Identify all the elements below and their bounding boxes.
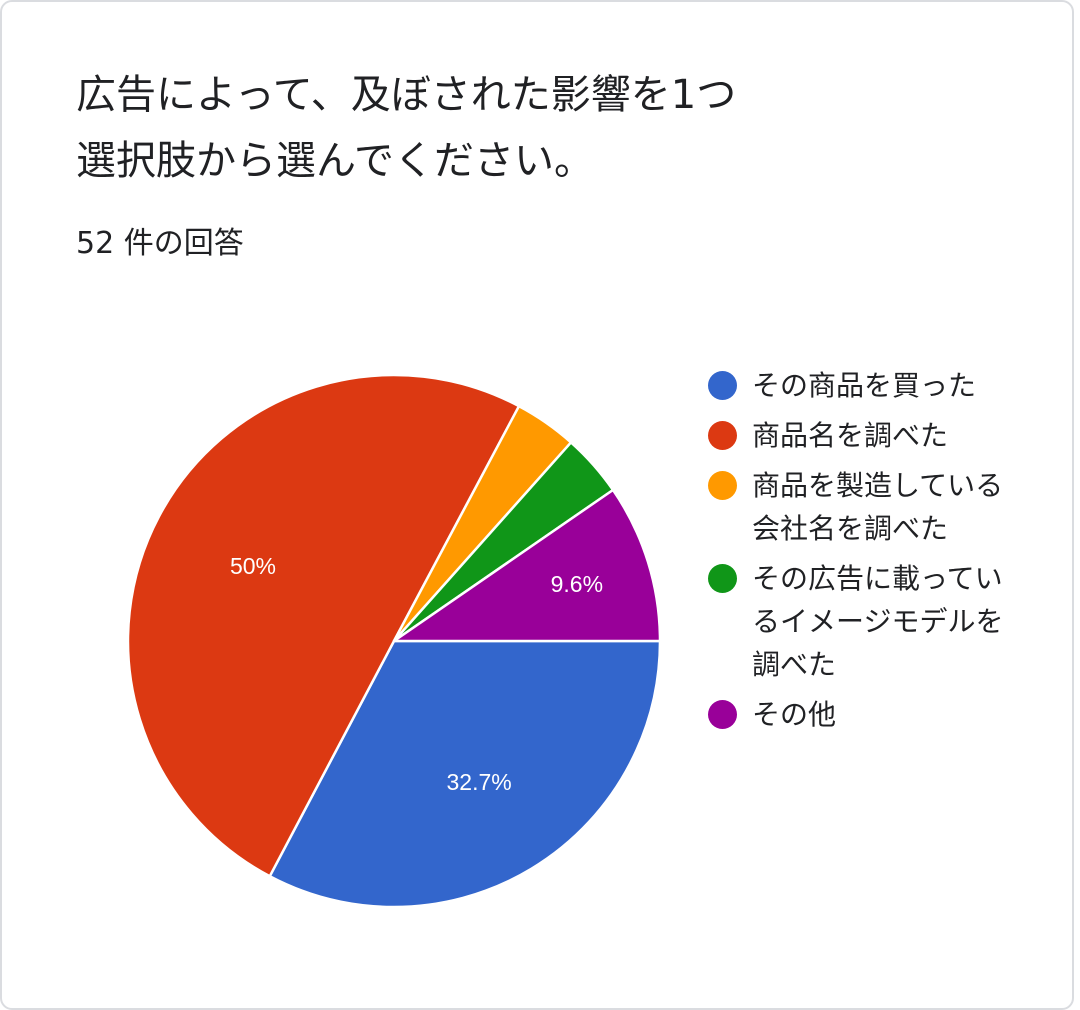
legend-label: 商品を製造している会社名を調べた	[752, 469, 1004, 545]
legend-item[interactable]: その他	[708, 693, 1008, 736]
pie-slice[interactable]	[392, 488, 662, 643]
chart-legend: その商品を買った 商品名を調べた商品を製造している会社名を調べたその広告に載ってい…	[708, 364, 1008, 743]
pie-slice[interactable]	[268, 639, 662, 909]
response-count: 52 件の回答	[76, 226, 244, 261]
legend-swatch	[708, 421, 737, 450]
question-title-line-1: 広告によって、及ぼされた影響を1つ	[76, 72, 737, 118]
slice-data-label: 9.6%	[551, 571, 603, 597]
legend-swatch	[708, 371, 737, 400]
slice-data-label: 32.7%	[447, 769, 512, 795]
legend-swatch	[708, 564, 737, 593]
legend-label: その広告に載っているイメージモデルを調べた	[752, 562, 1004, 681]
question-title-line-2: 選択肢から選んでください。	[76, 138, 594, 184]
pie-slice[interactable]	[126, 373, 521, 878]
legend-item[interactable]: 商品を製造している会社名を調べた	[708, 464, 1008, 550]
slice-data-label: 50%	[230, 553, 276, 579]
legend-label: その他	[752, 698, 837, 731]
legend-item[interactable]: 商品名を調べた	[708, 414, 1008, 457]
question-title: 広告によって、及ぼされた影響を1つ 選択肢から選んでください。	[76, 62, 976, 194]
legend-swatch	[708, 471, 737, 500]
legend-swatch	[708, 700, 737, 729]
legend-label: 商品名を調べた	[752, 419, 949, 452]
legend-label: その商品を買った	[752, 369, 977, 402]
legend-item[interactable]: その広告に載っているイメージモデルを調べた	[708, 557, 1008, 686]
legend-item[interactable]: その商品を買った	[708, 364, 1008, 407]
